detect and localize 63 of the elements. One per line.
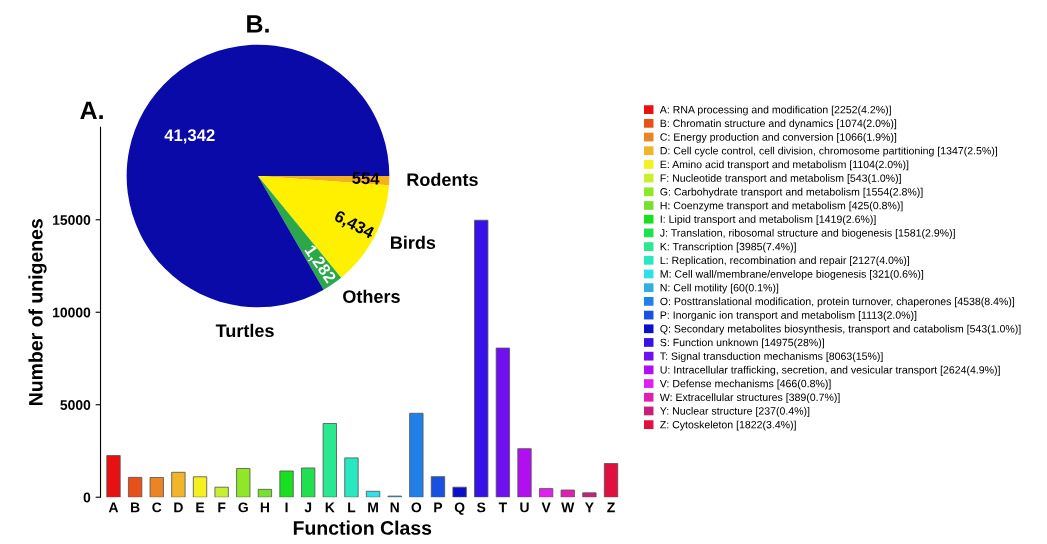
x-tick-label: S bbox=[477, 502, 486, 513]
legend-label: K: Transcription [3985(7.4%)] bbox=[660, 242, 796, 253]
legend-label: L: Replication, recombination and repair [2127(4.0%)] bbox=[660, 256, 910, 267]
legend-label: T: Signal transduction mechanisms [8063(15%)] bbox=[660, 352, 883, 362]
legend-label: M: Cell wall/membrane/envelope biogenesis [321(0.6%)] bbox=[660, 269, 924, 280]
legend-label: D: Cell cycle control, cell division, chromosome partitioning [1347(2.5%)] bbox=[660, 146, 997, 157]
slice-label: Others bbox=[343, 289, 400, 303]
slice-label: Turtles bbox=[215, 323, 274, 338]
legend-label: H: Coenzyme transport and metabolism [425(0.8%)] bbox=[660, 201, 903, 212]
y-tick-label: 15000 bbox=[53, 215, 91, 225]
x-tick-label: M bbox=[368, 502, 378, 513]
x-tick-label: C bbox=[152, 502, 162, 513]
x-tick-label: T bbox=[498, 502, 507, 513]
x-tick-label: V bbox=[541, 502, 551, 513]
y-tick-label: 5000 bbox=[60, 400, 91, 410]
x-tick-label: G bbox=[238, 502, 248, 513]
x-tick-label: A bbox=[108, 502, 119, 513]
y-tick-label: 0 bbox=[83, 492, 91, 503]
legend-label: I: Lipid transport and metabolism [1419(2.6%)] bbox=[660, 215, 876, 226]
legend-label: E: Amino acid transport and metabolism [1104(2.0%)] bbox=[660, 160, 909, 171]
slice-label: Rodents bbox=[407, 172, 478, 187]
x-tick-label: K bbox=[325, 502, 335, 513]
legend-label: Z: Cytoskeleton [1822(3.4%)] bbox=[660, 420, 796, 431]
data-label: 41,342 bbox=[164, 129, 215, 144]
legend-label: S: Function unknown [14975(28%)] bbox=[660, 338, 824, 349]
legend-label: A: RNA processing and modification [2252(4.2%)] bbox=[659, 105, 891, 116]
x-tick-label: N bbox=[390, 502, 399, 513]
chart-title: A. bbox=[80, 101, 103, 119]
legend-label: N: Cell motility [60(0.1%)] bbox=[660, 283, 779, 294]
x-tick-label: L bbox=[348, 502, 356, 513]
legend-label: Q: Secondary metabolites biosynthesis, transport and catabolism [543(1.0%)] bbox=[660, 324, 1021, 335]
x-tick-label: Y bbox=[585, 502, 594, 513]
y-tick-label: 10000 bbox=[53, 307, 91, 318]
chart-title: B. bbox=[247, 15, 269, 33]
x-tick-label: J bbox=[304, 502, 312, 513]
legend-label: J: Translation, ribosomal structure and biogenesis [1581(2.9%)] bbox=[659, 228, 955, 239]
legend-label: P: Inorganic ion transport and metabolism [1113(2.0%)] bbox=[660, 311, 917, 321]
x-tick-label: D bbox=[174, 502, 183, 513]
legend-label: F: Nucleotide transport and metabolism [543(1.0%)] bbox=[660, 174, 901, 184]
legend-label: C: Energy production and conversion [1066(1.9%)] bbox=[660, 133, 897, 143]
slice-label: Birds bbox=[390, 235, 436, 250]
legend-label: V: Defense mechanisms [466(0.8%)] bbox=[659, 379, 831, 390]
legend-label: O: Posttranslational modification, protein turnover, chaperones [4538(8.4%)] bbox=[660, 297, 1015, 308]
x-tick-label: E bbox=[196, 502, 205, 513]
legend-label: Y: Nuclear structure [237(0.4%)] bbox=[660, 406, 810, 417]
legend-label: G: Carbohydrate transport and metabolism [1554(2.8%)] bbox=[660, 187, 923, 198]
x-tick-label: Q bbox=[454, 502, 465, 515]
x-tick-label: B bbox=[131, 502, 140, 513]
x-tick-label: H bbox=[260, 502, 269, 513]
x-tick-label: P bbox=[434, 502, 443, 513]
legend-label: B: Chromatin structure and dynamics [1074(2.0%)] bbox=[660, 119, 897, 130]
x-tick-label: W bbox=[561, 502, 575, 513]
data-label: 554 bbox=[352, 172, 380, 185]
y-axis-title: Number of unigenes bbox=[28, 219, 47, 405]
x-tick-label: F bbox=[218, 502, 226, 513]
x-tick-label: I bbox=[285, 502, 288, 513]
x-axis-title: Function Class bbox=[293, 520, 432, 535]
x-tick-label: Z bbox=[607, 502, 615, 513]
data-label: 6,434 bbox=[332, 209, 376, 242]
x-tick-label: U bbox=[520, 502, 529, 513]
x-tick-label: O bbox=[411, 502, 422, 513]
legend-label: U: Intracellular trafficking, secretion, and vesicular transport [2624(4.9%)] bbox=[660, 365, 1000, 376]
legend-label: W: Extracellular structures [389(0.7%)] bbox=[659, 393, 840, 404]
